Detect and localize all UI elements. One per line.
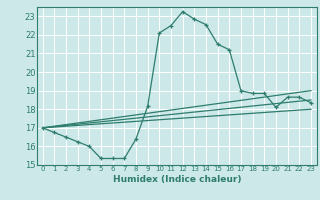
X-axis label: Humidex (Indice chaleur): Humidex (Indice chaleur) [113,175,241,184]
